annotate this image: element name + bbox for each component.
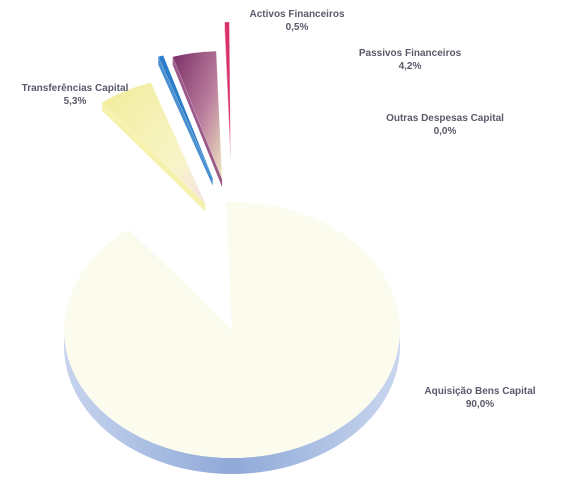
label-passivos-value: 4,2% [398, 61, 422, 72]
label-transferencias-value: 5,3% [63, 96, 87, 107]
pie-slice-top-0 [64, 202, 401, 459]
label-aquisicao-bens-capital: Aquisição Bens Capital 90,0% [400, 385, 560, 411]
label-aquisicao-value: 90,0% [465, 399, 495, 410]
label-outras-despesas-capital: Outras Despesas Capital 0,0% [360, 112, 530, 138]
label-passivos-financeiros: Passivos Financeiros 4,2% [335, 47, 485, 73]
pie-slice-0 [64, 202, 401, 474]
label-passivos-name: Passivos Financeiros [358, 48, 462, 59]
pie-slice-side-3 [172, 56, 223, 188]
pie-slice-side-4 [224, 22, 231, 158]
pie-slice-top-4 [224, 21, 231, 151]
pie-slice-top-3 [172, 50, 223, 180]
pie-slice-4 [224, 21, 231, 158]
pie-slice-side-1 [101, 102, 206, 212]
label-activos-financeiros: Activos Financeiros 0,5% [222, 8, 372, 34]
label-outras-value: 0,0% [433, 126, 457, 137]
pie-slice-top-1 [101, 82, 206, 204]
label-transferencias-name: Transferências Capital [21, 83, 129, 94]
label-aquisicao-name: Aquisição Bens Capital [424, 386, 536, 397]
label-transferencias-capital: Transferências Capital 5,3% [0, 82, 150, 108]
pie-slice-1 [101, 82, 206, 212]
pie-slice-3 [172, 50, 223, 188]
pie-slice-2 [157, 55, 213, 186]
label-outras-name: Outras Despesas Capital [386, 113, 504, 124]
label-activos-value: 0,5% [285, 22, 309, 33]
label-activos-name: Activos Financeiros [249, 9, 345, 20]
pie-slice-top-2 [157, 55, 213, 178]
pie-slice-side-2 [158, 56, 213, 186]
